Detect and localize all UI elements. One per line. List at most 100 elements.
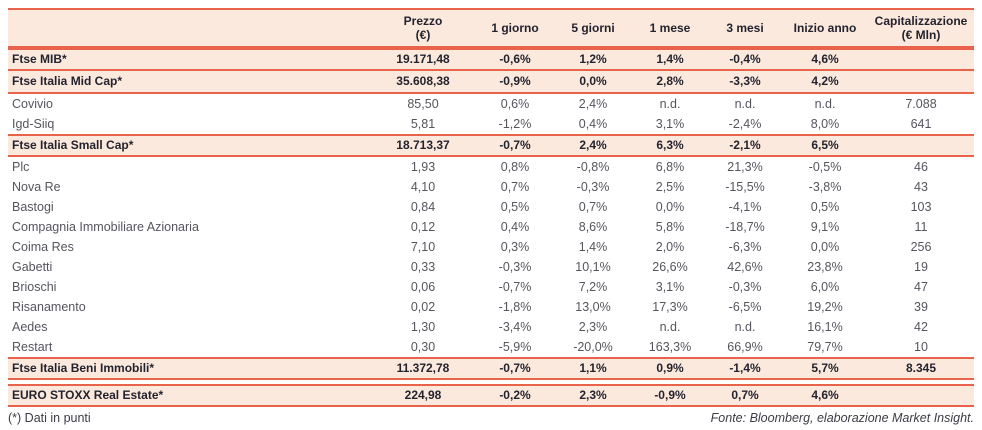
table-cell: -0,9%	[499, 74, 531, 89]
performance-table: Prezzo (€) 1 giorno 5 giorni 1 mese 3 mesi Ini…	[8, 8, 974, 407]
row-name: Risanamento	[12, 299, 86, 314]
table-cell: -0,9%	[654, 388, 686, 403]
column-header: Inizio anno	[793, 20, 857, 35]
table-cell: -0,3%	[576, 179, 610, 194]
table-row: Ftse MIB* 19.171,48 -0,6% 1,2% 1,4% -0,4% 4,6%	[8, 48, 974, 71]
table-cell: 18.713,37	[396, 138, 450, 153]
table-cell: 0,0%	[655, 199, 685, 214]
column-header: 5 giorni	[571, 20, 615, 35]
table-cell: -0,6%	[499, 52, 531, 67]
table-cell: -0,2%	[499, 388, 531, 403]
table-cell: -15,5%	[725, 179, 765, 194]
table-cell: 7.088	[905, 96, 937, 111]
table-cell: -0,7%	[498, 279, 532, 294]
row-name: Aedes	[12, 319, 48, 334]
table-cell: 66,9%	[727, 339, 763, 354]
table-cell: 1,1%	[579, 361, 607, 376]
table-row: Covivio 85,50 0,6% 2,4% n.d. n.d. n.d. 7.088	[8, 94, 974, 114]
table-cell: 9,1%	[810, 219, 840, 234]
table-cell: 6,0%	[810, 279, 840, 294]
table-row: Aedes 1,30 -3,4% 2,3% n.d. n.d. 16,1% 42	[8, 317, 974, 337]
table-cell: 5,7%	[811, 361, 839, 376]
table-cell: 2,8%	[656, 74, 684, 89]
table-cell: 3,1%	[655, 279, 685, 294]
table-cell: 0,4%	[500, 219, 530, 234]
table-cell: n.d.	[659, 319, 681, 334]
table-cell: 2,4%	[578, 96, 608, 111]
table-row: Ftse Italia Beni Immobili* 11.372,78 -0,7%…	[8, 357, 974, 380]
row-name: Ftse MIB*	[12, 52, 67, 67]
table-cell: 0,5%	[810, 199, 840, 214]
table-cell: -3,3%	[729, 74, 761, 89]
table-row: EURO STOXX Real Estate* 224,98 -0,2% 2,3% -0…	[8, 384, 974, 407]
table-cell: 641	[910, 116, 932, 131]
table-cell: 1,30	[410, 319, 436, 334]
table-row: Bastogi 0,84 0,5% 0,7% 0,0% -4,1% 0,5% 103	[8, 197, 974, 217]
table-block-main: Ftse MIB* 19.171,48 -0,6% 1,2% 1,4% -0,4% 4,6%…	[8, 48, 974, 380]
table-cell: 1,4%	[656, 52, 684, 67]
table-cell: 46	[914, 159, 928, 174]
table-cell: -0,3%	[498, 259, 532, 274]
table-row: Risanamento 0,02 -1,8% 13,0% 17,3% -6,5% 19,2%…	[8, 297, 974, 317]
table-cell: 0,12	[410, 219, 436, 234]
table-cell: 11	[914, 219, 928, 234]
table-cell: 0,06	[410, 279, 436, 294]
table-cell: -1,8%	[498, 299, 532, 314]
table-cell: 256	[910, 239, 932, 254]
table-cell: -3,8%	[808, 179, 842, 194]
table-row: Igd-Siiq 5,81 -1,2% 0,4% 3,1% -2,4% 8,0% 641	[8, 114, 974, 134]
table-cell: 0,0%	[579, 74, 607, 89]
table-cell: 19.171,48	[396, 52, 450, 67]
table-cell: 7,2%	[578, 279, 608, 294]
column-header: 1 mese	[649, 20, 691, 35]
row-name: Nova Re	[12, 179, 61, 194]
table-row: Ftse Italia Small Cap* 18.713,37 -0,7% 2,4%…	[8, 134, 974, 157]
table-cell: 0,6%	[500, 96, 530, 111]
table-cell: 0,7%	[500, 179, 530, 194]
table-cell: n.d.	[734, 319, 756, 334]
table-cell: 2,4%	[579, 138, 607, 153]
table-cell: 103	[910, 199, 932, 214]
table-cell: 6,5%	[811, 138, 839, 153]
table-cell: n.d.	[814, 96, 836, 111]
table-cell: 5,8%	[655, 219, 685, 234]
table-cell: 0,9%	[656, 361, 684, 376]
table-cell: 0,33	[410, 259, 436, 274]
table-cell: 21,3%	[727, 159, 763, 174]
table-cell: n.d.	[734, 96, 756, 111]
table-cell: -0,7%	[499, 361, 531, 376]
table-cell: 16,1%	[807, 319, 843, 334]
row-name: Igd-Siiq	[12, 116, 55, 131]
table-cell: n.d.	[659, 96, 681, 111]
table-cell: -4,1%	[728, 199, 762, 214]
table-cell: 1,4%	[578, 239, 608, 254]
table-cell: 0,30	[410, 339, 436, 354]
table-row: Plc 1,93 0,8% -0,8% 6,8% 21,3% -0,5% 46	[8, 157, 974, 177]
footnote-dati-in-punti: (*) Dati in punti	[8, 411, 91, 425]
row-name: Gabetti	[12, 259, 53, 274]
column-header: Prezzo (€)	[403, 13, 443, 42]
table-cell: 2,3%	[579, 388, 607, 403]
table-cell: 39	[914, 299, 928, 314]
table-cell: 23,8%	[807, 259, 843, 274]
table-row: Ftse Italia Mid Cap* 35.608,38 -0,9% 0,0% 2,…	[8, 71, 974, 94]
table-block-euro-stoxx: EURO STOXX Real Estate* 224,98 -0,2% 2,3% -0…	[8, 384, 974, 407]
table-row: Brioschi 0,06 -0,7% 7,2% 3,1% -0,3% 6,0% 47	[8, 277, 974, 297]
table-cell: 2,3%	[578, 319, 608, 334]
table-row: Gabetti 0,33 -0,3% 10,1% 26,6% 42,6% 23,8% 19	[8, 257, 974, 277]
table-row: Coima Res 7,10 0,3% 1,4% 2,0% -6,3% 0,0% 256	[8, 237, 974, 257]
table-row: Nova Re 4,10 0,7% -0,3% 2,5% -15,5% -3,8% 43	[8, 177, 974, 197]
table-cell: 163,3%	[648, 339, 692, 354]
column-header: Capitalizzazione (€ Mln)	[874, 13, 968, 42]
row-name: EURO STOXX Real Estate*	[12, 388, 164, 403]
row-name: Plc	[12, 159, 30, 174]
column-header: 1 giorno	[491, 20, 539, 35]
table-cell: 0,84	[410, 199, 436, 214]
table-cell: 6,8%	[655, 159, 685, 174]
table-cell: 13,0%	[575, 299, 611, 314]
table-cell: 0,02	[410, 299, 436, 314]
table-cell: 10,1%	[575, 259, 611, 274]
table-cell: 6,3%	[656, 138, 684, 153]
table-cell: -6,5%	[728, 299, 762, 314]
